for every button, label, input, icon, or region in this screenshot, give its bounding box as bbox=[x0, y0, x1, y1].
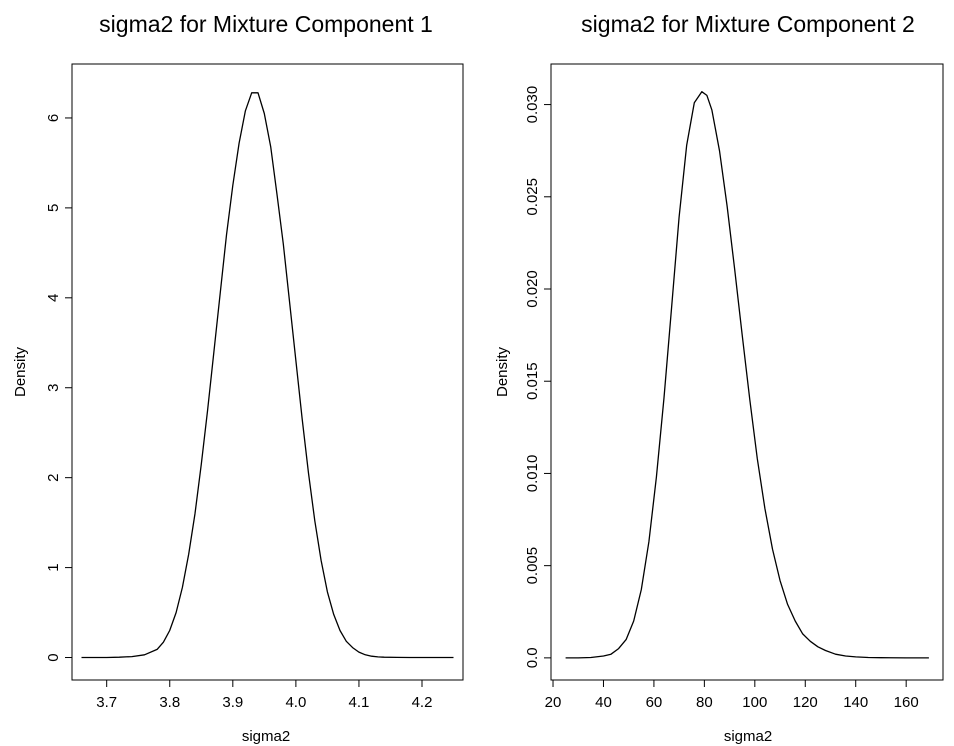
y-tick-label: 0.030 bbox=[524, 86, 541, 124]
x-tick-label: 3.7 bbox=[96, 694, 117, 711]
series-lines bbox=[565, 91, 929, 659]
x-tick-label: 4.1 bbox=[349, 694, 370, 711]
y-tick-label: 0.010 bbox=[524, 455, 541, 493]
plot-frame bbox=[71, 63, 464, 681]
y-ticks: 0 1 2 3 4 5 6 bbox=[45, 114, 72, 662]
x-tick-label: 4.2 bbox=[412, 694, 433, 711]
x-tick-label: 120 bbox=[793, 694, 818, 711]
chart-title: sigma2 for Mixture Component 1 bbox=[99, 11, 433, 37]
panel-component-2: sigma2 for Mixture Component 2 sigma2 De… bbox=[494, 11, 944, 745]
x-tick-label: 3.8 bbox=[159, 694, 180, 711]
y-tick-label: 0.005 bbox=[524, 547, 541, 585]
x-ticks: 3.7 3.8 3.9 4.0 4.1 4.2 bbox=[96, 680, 432, 711]
y-tick-label: 0.015 bbox=[524, 362, 541, 400]
x-axis-label: sigma2 bbox=[242, 728, 290, 745]
panel-component-1: sigma2 for Mixture Component 1 sigma2 De… bbox=[12, 11, 464, 745]
y-tick-label: 0.0 bbox=[524, 647, 541, 668]
density-line bbox=[565, 91, 929, 659]
x-tick-label: 3.9 bbox=[222, 694, 243, 711]
chart-title: sigma2 for Mixture Component 2 bbox=[581, 11, 915, 37]
y-tick-label: 1 bbox=[45, 563, 62, 571]
x-tick-label: 80 bbox=[696, 694, 713, 711]
x-tick-label: 4.0 bbox=[285, 694, 306, 711]
y-tick-label: 2 bbox=[45, 473, 62, 481]
series-lines bbox=[81, 92, 454, 659]
y-axis-label: Density bbox=[494, 346, 511, 397]
x-tick-label: 100 bbox=[742, 694, 767, 711]
y-tick-label: 4 bbox=[45, 294, 62, 302]
x-tick-label: 140 bbox=[843, 694, 868, 711]
y-tick-label: 3 bbox=[45, 384, 62, 392]
x-axis-label: sigma2 bbox=[724, 728, 772, 745]
plot-frame bbox=[550, 63, 944, 681]
y-ticks: 0.0 0.005 0.010 0.015 0.020 0.025 0.030 bbox=[524, 86, 551, 668]
y-axis-label: Density bbox=[12, 346, 29, 397]
x-tick-label: 40 bbox=[595, 694, 612, 711]
x-tick-label: 160 bbox=[894, 694, 919, 711]
y-tick-label: 5 bbox=[45, 204, 62, 212]
y-tick-label: 0.025 bbox=[524, 178, 541, 216]
x-ticks: 20 40 60 80 100 120 140 160 bbox=[545, 680, 919, 711]
x-tick-label: 20 bbox=[545, 694, 562, 711]
density-line bbox=[81, 92, 454, 659]
x-tick-label: 60 bbox=[646, 694, 663, 711]
y-tick-label: 6 bbox=[45, 114, 62, 122]
y-tick-label: 0.020 bbox=[524, 270, 541, 308]
y-tick-label: 0 bbox=[45, 653, 62, 661]
